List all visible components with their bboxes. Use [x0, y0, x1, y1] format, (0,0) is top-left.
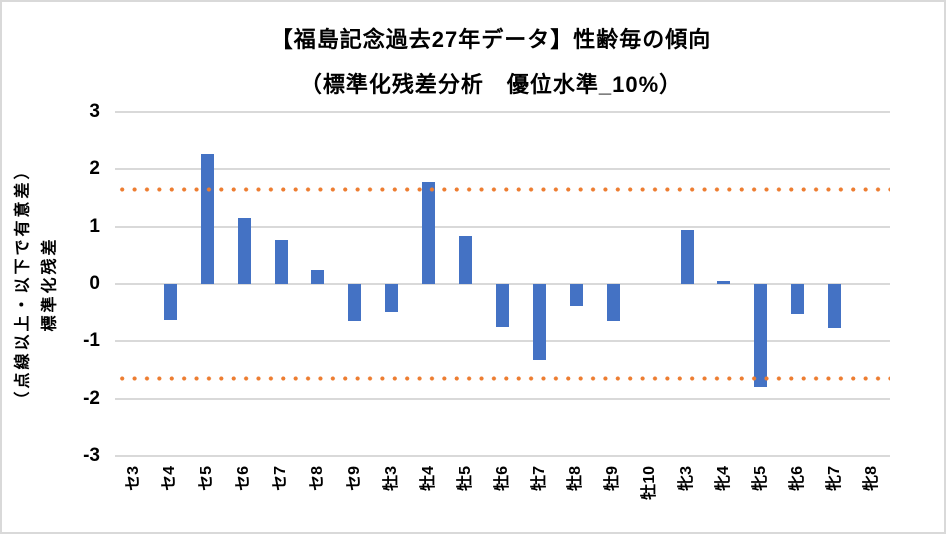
bar	[422, 181, 436, 284]
x-tick-label: 牡8	[567, 466, 585, 491]
y-axis-ticks: 3 2 1 0 -1 -2 -3	[2, 101, 104, 466]
y-tick-label: 2	[89, 158, 100, 180]
x-tick-label: セ5	[198, 466, 216, 491]
gridline	[115, 111, 890, 113]
x-tick-label: 牝8	[862, 466, 880, 491]
y-tick-label: -2	[83, 387, 100, 409]
bar	[200, 154, 214, 284]
x-tick-label: セ6	[235, 466, 253, 491]
gridline	[115, 397, 890, 400]
gridline	[115, 225, 890, 228]
significance-line-upper	[115, 187, 890, 193]
x-tick-label: セ9	[345, 466, 363, 491]
x-tick-label: 牡5	[456, 466, 474, 491]
y-tick-label: 3	[89, 101, 100, 122]
bar	[532, 284, 546, 361]
x-tick-label: 牝7	[825, 466, 843, 491]
bar	[385, 284, 399, 312]
bar	[606, 284, 620, 321]
chart-title: 【福島記念過去27年データ】性齢毎の傾向	[270, 27, 712, 52]
bar	[237, 218, 251, 284]
x-tick-label: 牡3	[382, 466, 400, 491]
y-tick-label: 1	[89, 215, 100, 237]
chart-subtitle: （標準化残差分析 優位水準_10%）	[299, 72, 683, 97]
bar	[828, 284, 842, 329]
y-tick-label: -3	[83, 445, 100, 466]
plot-area	[115, 111, 890, 457]
bar	[569, 284, 583, 306]
x-tick-label: 牡10	[641, 466, 659, 500]
bar	[791, 284, 805, 315]
y-tick-label: -1	[83, 330, 100, 352]
x-tick-label: セ4	[161, 466, 179, 491]
bar	[459, 236, 473, 284]
x-tick-label: 牡7	[530, 466, 548, 491]
x-axis-labels: セ3 セ4 セ5 セ6 セ7 セ8 セ9 牡3 牡4 牡5 牡6 牡7 牡8 牡9 牡10 牝3 牝4 牝5 牝6 牝…	[115, 458, 890, 530]
x-tick-label: 牝3	[678, 466, 696, 491]
x-tick-label: セ8	[308, 466, 326, 491]
x-tick-label: 牡4	[419, 466, 437, 491]
x-tick-label: 牡6	[493, 466, 511, 491]
bar	[311, 269, 325, 284]
bar	[274, 239, 288, 284]
gridline	[115, 340, 890, 343]
significance-line-lower	[115, 375, 890, 381]
x-tick-label: 牝5	[751, 466, 769, 491]
y-tick-label: 0	[89, 273, 100, 294]
x-tick-label: セ3	[124, 466, 142, 491]
bar	[163, 284, 177, 321]
bar	[348, 284, 362, 321]
gridline	[115, 455, 890, 457]
bar	[717, 281, 731, 284]
bar	[496, 284, 509, 327]
x-tick-label: 牝6	[788, 466, 806, 491]
x-tick-label: 牡9	[604, 466, 622, 491]
x-tick-label: 牝4	[714, 466, 732, 491]
gridline	[115, 168, 890, 171]
bar	[680, 230, 694, 284]
bar	[754, 284, 768, 388]
x-tick-label: セ7	[272, 466, 290, 491]
